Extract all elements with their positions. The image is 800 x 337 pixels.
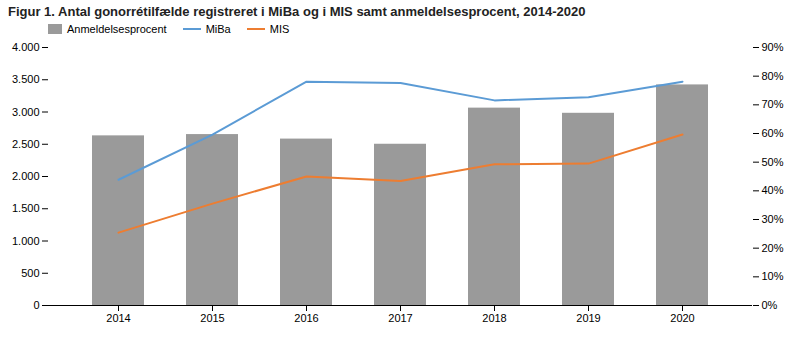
html-text:MiBa: MiBa: [205, 23, 231, 35]
html-text:Figur 1. Antal gonorrétilfælde: Figur 1. Antal gonorrétilfælde registrer…: [8, 4, 586, 19]
svg-text:2018: 2018: [482, 312, 506, 324]
svg-text:4.000: 4.000: [12, 41, 40, 53]
svg-text:2.500: 2.500: [12, 138, 40, 150]
svg-text:20%: 20%: [762, 242, 784, 254]
svg-text:60%: 60%: [762, 127, 784, 139]
svg-text:0: 0: [33, 299, 39, 311]
svg-text:2014: 2014: [106, 312, 130, 324]
svg-text:50%: 50%: [762, 156, 784, 168]
svg-text:70%: 70%: [762, 98, 784, 110]
svg-text:80%: 80%: [762, 70, 784, 82]
svg-text:500: 500: [21, 267, 39, 279]
html-text:MIS: MIS: [269, 23, 290, 35]
svg-text:1.000: 1.000: [12, 235, 40, 247]
svg-text:2015: 2015: [200, 312, 224, 324]
svg-text:30%: 30%: [762, 213, 784, 225]
svg-text:0%: 0%: [762, 299, 778, 311]
svg-text:10%: 10%: [762, 270, 784, 282]
svg-text:2019: 2019: [576, 312, 600, 324]
svg-text:40%: 40%: [762, 184, 784, 196]
svg-text:3.000: 3.000: [12, 106, 40, 118]
svg-text:90%: 90%: [762, 41, 784, 53]
svg-text:3.500: 3.500: [12, 73, 40, 85]
svg-text:1.500: 1.500: [12, 202, 40, 214]
svg-text:2.000: 2.000: [12, 170, 40, 182]
svg-text:2017: 2017: [388, 312, 412, 324]
html-text:Anmeldelsesprocent: Anmeldelsesprocent: [67, 23, 167, 35]
svg-text:2016: 2016: [294, 312, 318, 324]
svg-text:2020: 2020: [670, 312, 694, 324]
